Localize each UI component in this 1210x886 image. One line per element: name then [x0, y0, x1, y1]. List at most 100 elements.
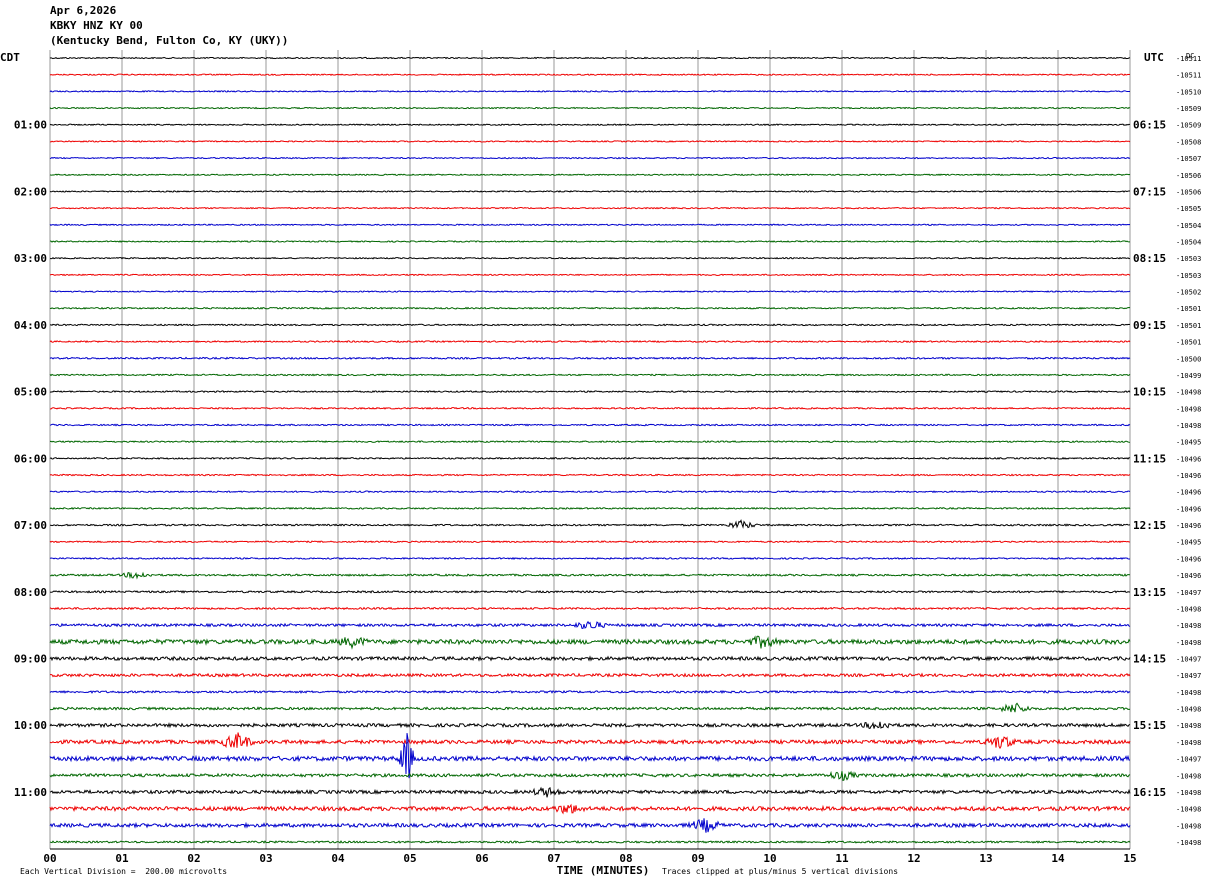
trace-row — [49, 206, 1131, 210]
utc-axis-label: UTC — [1144, 51, 1164, 64]
trace-row — [49, 702, 1131, 713]
x-tick-label: 15 — [1123, 852, 1136, 865]
dc-offset-label: -10497 — [1176, 589, 1201, 597]
x-tick-label: 04 — [331, 852, 345, 865]
dc-offset-label: -10501 — [1176, 305, 1201, 313]
trace-row — [49, 635, 1131, 650]
dc-offset-label: -10511 — [1176, 72, 1201, 80]
dc-offset-label: -10509 — [1176, 122, 1201, 130]
trace-row — [49, 506, 1131, 510]
utc-hour-label: 09:15 — [1133, 319, 1166, 332]
trace-row — [49, 818, 1131, 833]
trace-row — [49, 190, 1131, 193]
utc-hour-label: 07:15 — [1133, 185, 1166, 198]
dc-offset-label: -10498 — [1176, 706, 1201, 714]
cdt-hour-label: 01:00 — [14, 119, 47, 132]
trace-row — [49, 123, 1131, 127]
trace-row — [49, 519, 1131, 529]
scale-note: Each Vertical Division = 200.00 microvol… — [20, 867, 228, 876]
trace-layer — [49, 56, 1131, 844]
dc-offset-label: -10500 — [1176, 355, 1201, 363]
trace-row — [49, 373, 1131, 377]
trace-row — [49, 556, 1131, 560]
header-location: (Kentucky Bend, Fulton Co, KY (UKY)) — [50, 34, 289, 47]
trace-row — [49, 90, 1131, 93]
trace-row — [49, 456, 1131, 460]
trace-row — [49, 56, 1131, 60]
utc-hour-label: 11:15 — [1133, 452, 1166, 465]
header-date: Apr 6,2026 — [50, 4, 117, 17]
cdt-hour-label: 06:00 — [14, 452, 47, 465]
cdt-hour-label: 04:00 — [14, 319, 47, 332]
dc-offset-label: -10496 — [1176, 505, 1201, 513]
dc-offset-label: -10499 — [1176, 372, 1201, 380]
utc-hour-label: 16:15 — [1133, 786, 1166, 799]
dc-offset-label: -10498 — [1176, 722, 1201, 730]
trace-row — [49, 406, 1131, 410]
cdt-hour-label: 11:00 — [14, 786, 47, 799]
dc-offset-label: -10496 — [1176, 489, 1201, 497]
x-tick-label: 01 — [115, 852, 129, 865]
dc-offset-label: -10503 — [1176, 255, 1201, 263]
trace-row — [49, 423, 1131, 427]
cdt-axis-label: CDT — [0, 51, 20, 64]
trace-row — [49, 732, 1131, 750]
dc-offset-label: -10498 — [1176, 689, 1201, 697]
x-tick-label: 09 — [691, 852, 704, 865]
trace-row — [49, 440, 1131, 444]
trace-row — [49, 620, 1131, 629]
dc-header-label: DC — [1186, 52, 1194, 60]
dc-offset-label: -10498 — [1176, 839, 1201, 847]
minute-grid — [49, 50, 1131, 850]
trace-row — [49, 473, 1131, 477]
dc-offset-label: -10498 — [1176, 772, 1201, 780]
trace-row — [49, 273, 1131, 277]
trace-row — [49, 323, 1131, 327]
dc-offset-label: -10498 — [1176, 639, 1201, 647]
cdt-hour-label: 08:00 — [14, 586, 47, 599]
trace-row — [49, 590, 1131, 594]
trace-row — [49, 240, 1131, 243]
dc-offset-label: -10506 — [1176, 172, 1201, 180]
trace-row — [49, 306, 1131, 310]
cdt-hour-label: 02:00 — [14, 185, 47, 198]
cdt-hour-label: 07:00 — [14, 519, 47, 532]
trace-row — [49, 786, 1131, 798]
dc-offset-label: -10496 — [1176, 572, 1201, 580]
dc-offset-label: -10498 — [1176, 739, 1201, 747]
dc-offset-label: -10511 — [1176, 55, 1201, 63]
dc-offset-label: -10509 — [1176, 105, 1201, 113]
trace-row — [49, 606, 1131, 611]
x-tick-label: 03 — [259, 852, 272, 865]
dc-offset-label: -10501 — [1176, 322, 1201, 330]
trace-row — [49, 571, 1131, 580]
dc-offset-label: -10503 — [1176, 272, 1201, 280]
dc-offset-label: -10498 — [1176, 622, 1201, 630]
trace-row — [49, 721, 1131, 730]
dc-offset-label: -10495 — [1176, 439, 1201, 447]
utc-hour-label: 14:15 — [1133, 653, 1166, 666]
cdt-hour-label: 10:00 — [14, 719, 47, 732]
trace-row — [49, 390, 1131, 394]
dc-offset-label: -10498 — [1176, 605, 1201, 613]
trace-row — [49, 840, 1131, 844]
dc-offset-label: -10496 — [1176, 455, 1201, 463]
x-tick-label: 14 — [1051, 852, 1065, 865]
dc-offset-label: -10498 — [1176, 806, 1201, 814]
trace-row — [49, 803, 1131, 815]
x-tick-label: 08 — [619, 852, 632, 865]
dc-offset-label: -10496 — [1176, 522, 1201, 530]
utc-hour-label: 15:15 — [1133, 719, 1166, 732]
dc-offset-label: -10495 — [1176, 539, 1201, 547]
dc-offset-label: -10496 — [1176, 555, 1201, 563]
dc-offset-label: -10508 — [1176, 138, 1201, 146]
trace-row — [49, 156, 1131, 160]
dc-offset-label: -10497 — [1176, 656, 1201, 664]
trace-row — [49, 672, 1131, 678]
trace-row — [49, 173, 1131, 177]
trace-row — [49, 655, 1131, 662]
x-tick-label: 10 — [763, 852, 776, 865]
dc-offset-label: -10504 — [1176, 238, 1201, 246]
trace-row — [49, 689, 1131, 694]
